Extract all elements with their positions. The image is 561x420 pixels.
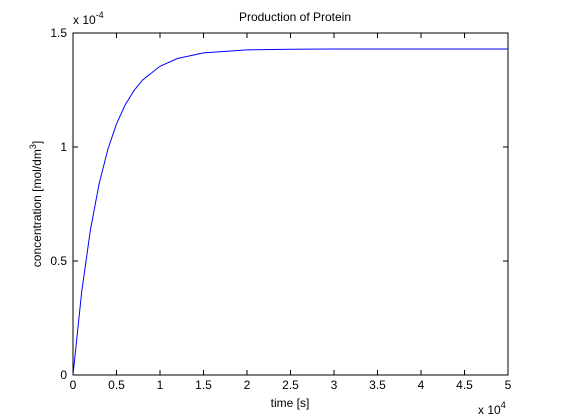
y-tick-label: 0.5: [50, 254, 67, 268]
y-label-text: concentration [mol/dm: [30, 149, 44, 267]
y-multiplier-exp: -4: [96, 10, 104, 20]
chart-title: Production of Protein: [239, 10, 351, 24]
x-multiplier-exp: 4: [501, 400, 506, 410]
x-tick-label: 0.5: [108, 378, 125, 392]
y-label-text: ]: [30, 141, 44, 144]
y-tick-label: 1: [60, 140, 67, 154]
y-tick-label: 0: [60, 368, 67, 382]
x-tick-label: 0: [70, 378, 77, 392]
y-label-sup: 3: [28, 144, 38, 149]
x-tick-label: 5: [505, 378, 512, 392]
x-axis-label: time [s]: [271, 396, 310, 410]
x-tick-label: 3.5: [369, 378, 386, 392]
x-tick-label: 2: [244, 378, 251, 392]
plot-box: [72, 32, 509, 376]
y-axis-label: concentration [mol/dm3]: [28, 141, 44, 267]
x-tick-label: 3: [331, 378, 338, 392]
x-tick-label: 4.5: [456, 378, 473, 392]
x-multiplier-base: x 10: [478, 403, 501, 417]
x-tick-label: 4: [418, 378, 425, 392]
x-tick-label: 1.5: [195, 378, 212, 392]
x-tick-label: 2.5: [282, 378, 299, 392]
y-multiplier-base: x 10: [73, 13, 96, 27]
y-multiplier: x 10-4: [73, 10, 104, 27]
data-line: [72, 48, 508, 376]
x-multiplier: x 104: [478, 400, 506, 417]
x-tick-label: 1: [157, 378, 164, 392]
y-tick-label: 1.5: [50, 26, 67, 40]
